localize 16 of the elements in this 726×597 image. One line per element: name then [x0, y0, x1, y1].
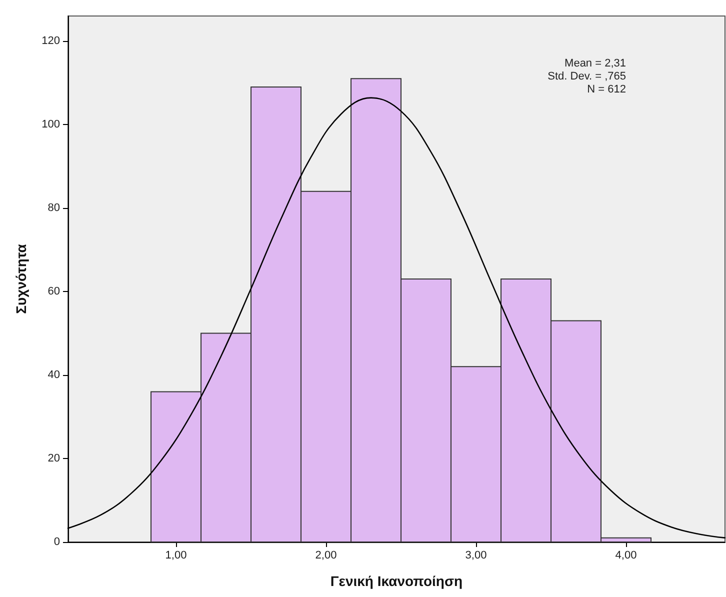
y-tick-label: 60	[48, 286, 60, 298]
y-tick-label: 120	[42, 35, 60, 48]
annotation: Mean = 2,31	[564, 58, 626, 70]
y-tick-label: 80	[48, 202, 60, 214]
x-tick-label: 3,00	[465, 550, 487, 562]
x-tick-label: 4,00	[615, 550, 637, 562]
annotation: Std. Dev. = ,765	[548, 70, 626, 82]
y-tick-label: 100	[42, 118, 60, 131]
y-tick-label: 20	[48, 452, 60, 465]
y-tick-label: 40	[48, 369, 60, 382]
x-tick-label: 1,00	[165, 550, 187, 562]
y-axis-title: Συχνότητα	[13, 244, 29, 314]
x-axis-title: Γενική Ικανοποίηση	[330, 573, 463, 589]
x-tick-label: 2,00	[315, 550, 337, 562]
annotation: N = 612	[587, 84, 626, 96]
y-tick-label: 0	[54, 536, 60, 548]
